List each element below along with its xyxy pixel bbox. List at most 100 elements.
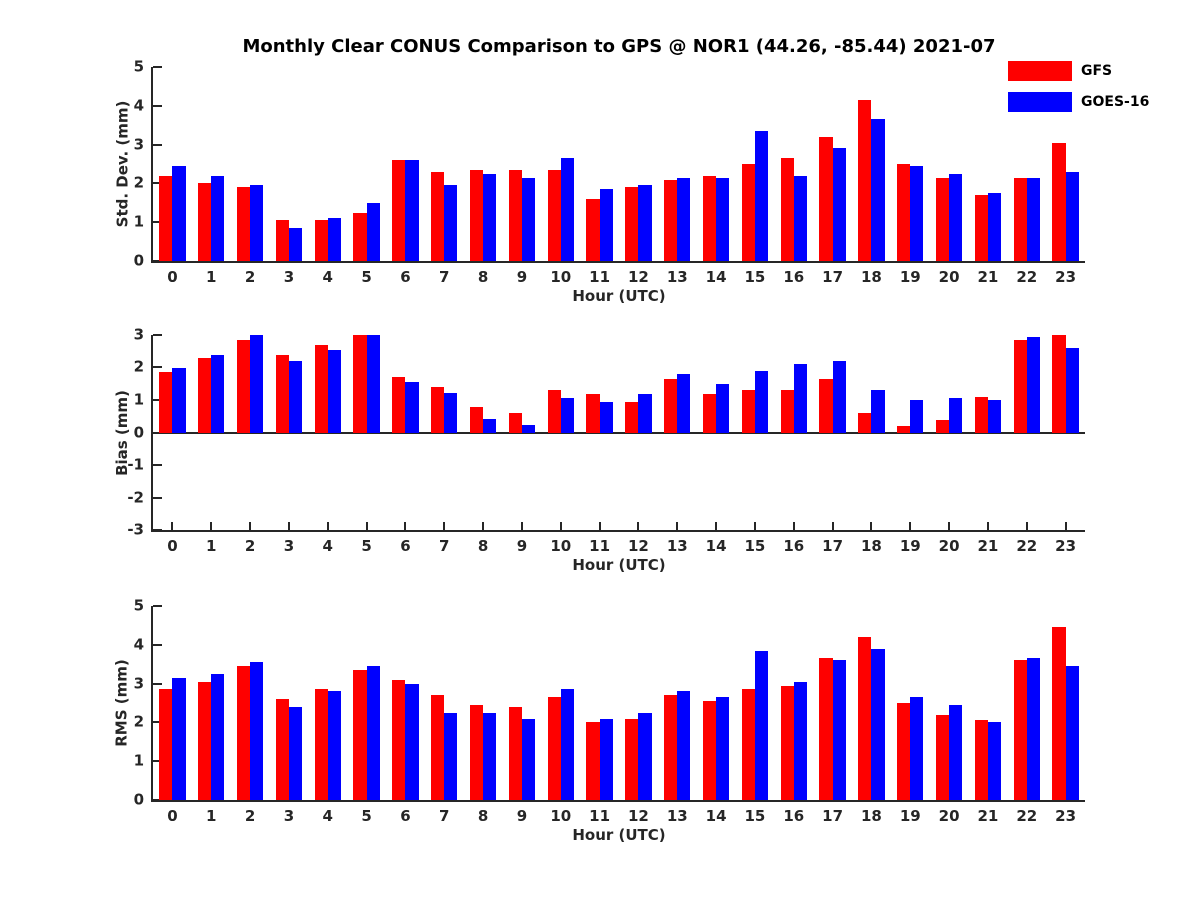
x-tick-label: 14 (705, 268, 727, 286)
x-tick (831, 522, 834, 530)
gfs-bar-hour-4 (314, 220, 328, 261)
goes16-bar-hour-1 (211, 354, 225, 433)
x-tick-label: 6 (400, 268, 411, 286)
goes16-bar-hour-21 (987, 722, 1002, 800)
y-tick-label: 2 (133, 357, 144, 376)
goes16-bar-hour-11 (599, 189, 613, 261)
goes16-bar-hour-23 (1065, 171, 1079, 261)
x-tick-label: 9 (516, 807, 528, 825)
goes16-bar-hour-20 (949, 173, 963, 261)
x-tick (676, 522, 679, 530)
x-tick (210, 522, 213, 530)
goes16-bar-hour-22 (1026, 336, 1040, 433)
x-tick-label: 11 (589, 807, 611, 825)
goes16-bar-hour-9 (521, 425, 536, 433)
y-tick-label: 4 (133, 635, 144, 654)
gfs-bar-hour-13 (664, 378, 678, 433)
bias-subplot: Bias (mm) Hour (UTC) -3 -2 -1 0 1 2 3 0 1 2 3 4 5 6 7 8… (113, 327, 1085, 574)
gfs-bar-hour-19 (897, 703, 911, 800)
gfs-bar-hour-22 (1013, 660, 1027, 800)
gfs-bar-hour-0 (159, 372, 173, 433)
gfs-bar-hour-5 (353, 212, 367, 261)
x-tick-label: 5 (361, 268, 372, 286)
goes16-bar-hour-15 (754, 131, 769, 261)
y-tick-label: -1 (127, 455, 144, 474)
goes16-bar-hour-13 (677, 177, 691, 261)
goes16-bar-hour-2 (250, 662, 264, 800)
x-tick-label: 18 (860, 807, 882, 825)
x-tick (482, 522, 485, 530)
gfs-bar-hour-11 (586, 722, 600, 800)
x-tick-label: 17 (822, 537, 844, 555)
goes16-bar-hour-15 (754, 650, 769, 800)
x-tick-label: 5 (361, 807, 372, 825)
goes16-bar-hour-4 (327, 691, 341, 800)
gfs-bar-hour-10 (547, 169, 561, 261)
gfs-bar-hour-5 (353, 670, 367, 800)
y-tick-label: 3 (133, 674, 144, 693)
goes16-bar-hour-7 (444, 392, 458, 433)
goes16-bar-hour-22 (1026, 658, 1040, 800)
x-tick-label: 12 (627, 807, 649, 825)
goes16-bar-hour-7 (444, 712, 458, 800)
goes16-bar-hour-15 (754, 370, 769, 433)
gfs-bar-hour-17 (819, 658, 833, 800)
goes16-bar-hour-22 (1026, 177, 1040, 261)
y-tick (153, 221, 162, 224)
x-tick (249, 522, 252, 530)
gfs-bar-hour-12 (625, 401, 639, 433)
goes16-bar-hour-2 (250, 185, 264, 261)
x-tick (404, 522, 407, 530)
x-tick-label: 2 (244, 268, 256, 286)
gfs-bar-hour-6 (392, 377, 406, 433)
gfs-bar-hour-21 (974, 720, 988, 800)
x-tick-label: 20 (938, 537, 960, 555)
y-tick-label: 0 (133, 251, 144, 270)
gfs-bar-hour-20 (935, 177, 950, 261)
gfs-bar-hour-7 (431, 695, 445, 800)
gfs-bar-hour-1 (198, 183, 212, 261)
x-tick-label: 16 (783, 537, 805, 555)
y-tick (153, 496, 162, 499)
goes16-bar-hour-23 (1065, 666, 1079, 800)
y-tick-label: -2 (127, 488, 144, 506)
goes16-bar-hour-23 (1065, 348, 1079, 433)
gfs-bar-hour-20 (935, 419, 950, 433)
y-tick (153, 66, 162, 68)
goes16-bar-hour-7 (444, 185, 458, 261)
x-tick (326, 522, 329, 530)
x-tick-label: 4 (322, 268, 333, 286)
gfs-bar-hour-6 (392, 679, 406, 800)
gfs-bar-hour-10 (547, 390, 561, 433)
y-tick (153, 182, 162, 185)
goes16-bar-hour-8 (483, 418, 497, 433)
x-tick (909, 522, 912, 530)
x-tick (948, 522, 951, 530)
gfs-bar-hour-2 (236, 339, 251, 433)
y-tick-label: -3 (127, 520, 144, 539)
y-tick (153, 605, 162, 607)
goes16-color-swatch (1008, 92, 1072, 112)
x-tick-label: 3 (283, 268, 295, 286)
goes16-bar-hour-11 (599, 401, 613, 433)
x-tick (171, 522, 174, 530)
x-tick-label: 4 (322, 537, 333, 555)
x-tick (598, 522, 601, 530)
goes16-bar-hour-2 (250, 335, 264, 433)
x-tick (443, 522, 446, 530)
gfs-bar-hour-23 (1052, 627, 1066, 800)
goes16-bar-hour-6 (405, 160, 419, 261)
x-tick-label: 10 (550, 807, 572, 825)
x-tick-label: 22 (1016, 807, 1038, 825)
y-tick (153, 104, 162, 107)
goes16-bar-hour-16 (793, 364, 807, 433)
x-tick-label: 15 (744, 807, 766, 825)
goes16-bar-hour-19 (910, 165, 924, 261)
x-tick (287, 522, 290, 530)
y-tick-label: 4 (133, 96, 144, 115)
gfs-bar-hour-8 (469, 169, 484, 261)
stddev-y-axis-label: Std. Dev. (mm) (113, 100, 132, 228)
y-tick-label: 3 (133, 325, 144, 344)
y-tick (153, 143, 162, 146)
